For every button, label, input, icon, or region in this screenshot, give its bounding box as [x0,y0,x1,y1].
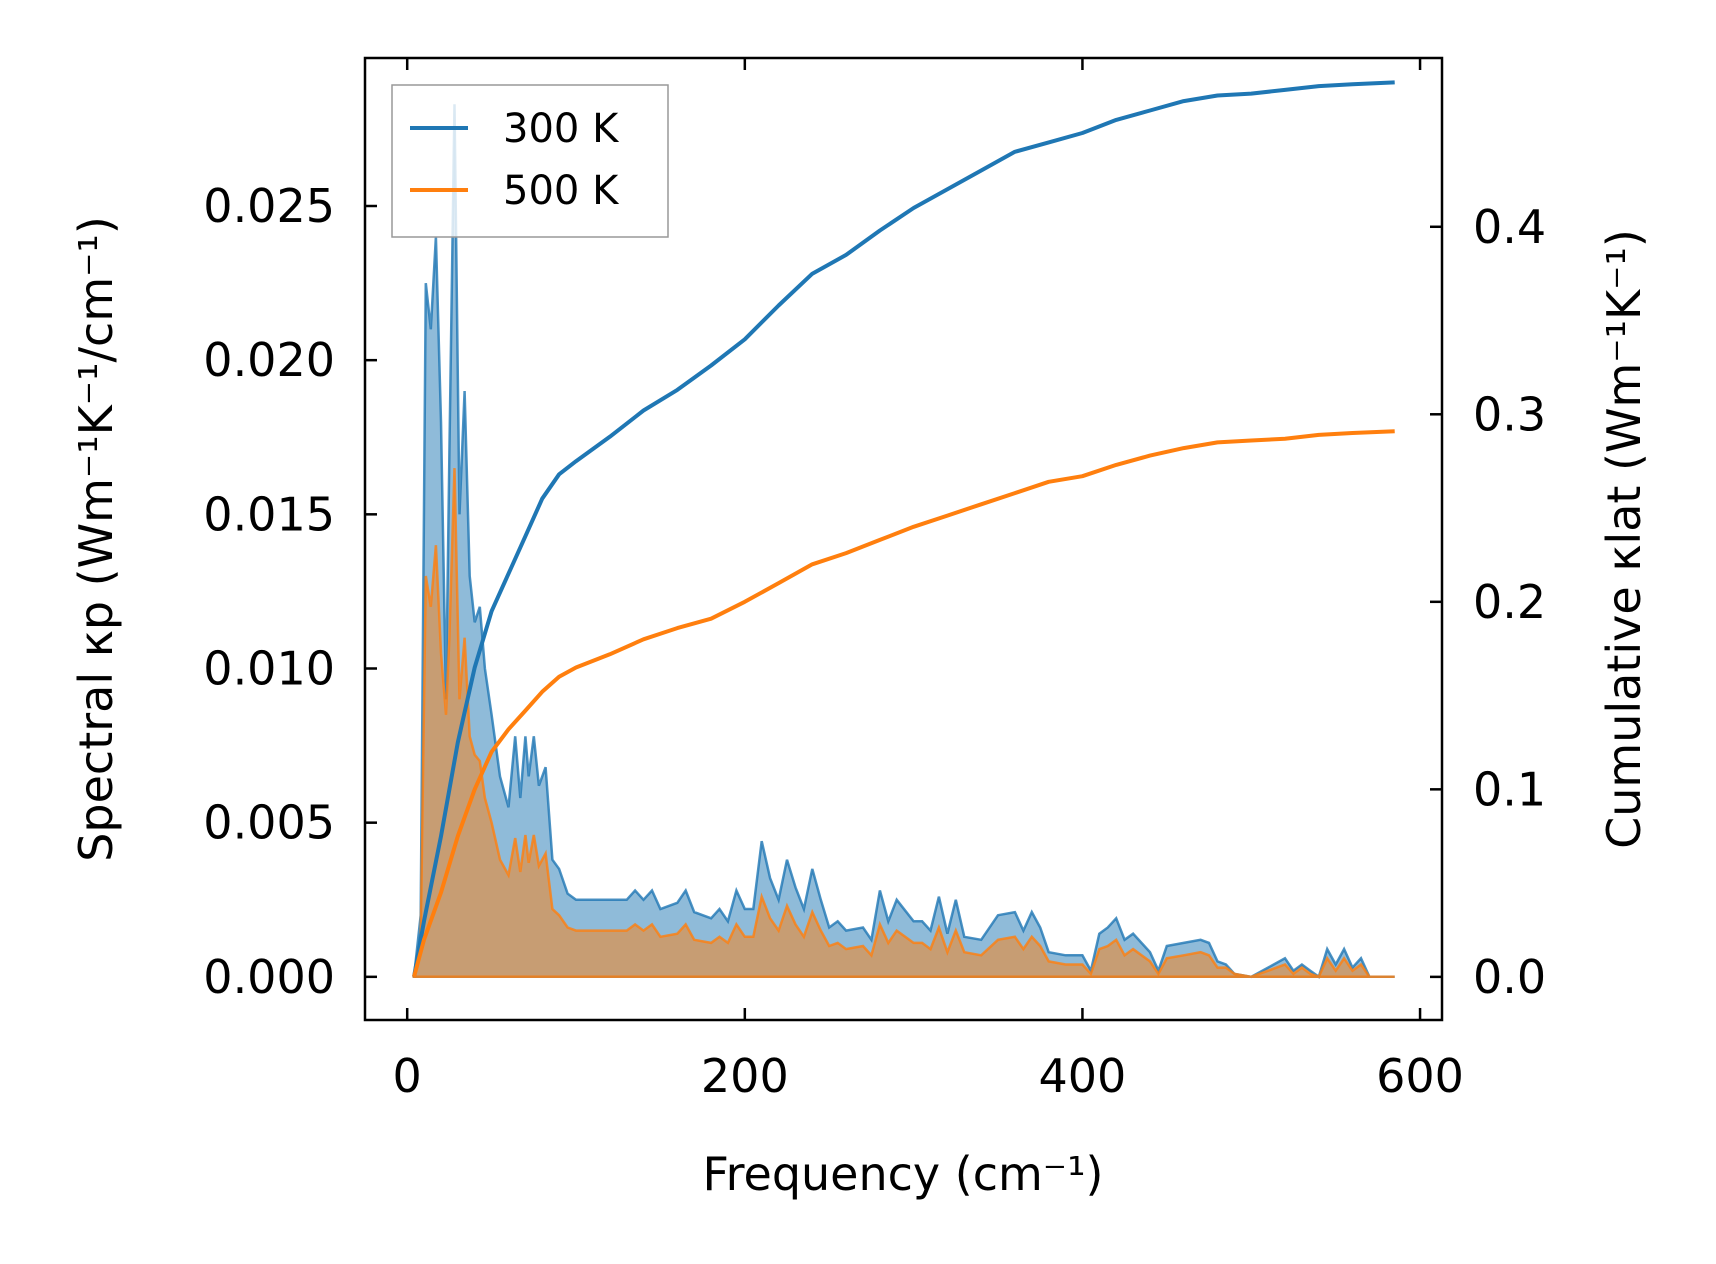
y-right-tick-label: 0.4 [1473,200,1546,254]
y-left-tick-label: 0.000 [203,950,335,1004]
x-tick-label: 600 [1376,1049,1464,1103]
legend: 300 K 500 K [391,84,669,238]
y-left-tick-label: 0.005 [203,796,335,850]
x-axis-title: Frequency (cm⁻¹) [703,1147,1104,1201]
spectral-fill-layer [412,104,1395,979]
y-right-tick-label: 0.3 [1473,387,1546,441]
cumulative-line-300k [412,80,1395,978]
y-left-tick-label: 0.010 [203,642,335,696]
y-right-tick-label: 0.0 [1473,950,1546,1004]
x-tick-label: 400 [1039,1049,1127,1103]
cumulative-line-500k [412,429,1395,978]
y-left-tick-label: 0.025 [203,179,335,233]
x-tick-label: 0 [393,1049,422,1103]
y-left-axis-title: Spectral κp (Wm⁻¹K⁻¹/cm⁻¹) [69,216,123,862]
spectral-area-500k [412,468,1395,979]
y-left-tick-label: 0.020 [203,333,335,387]
legend-label-500k: 500 K [503,168,620,214]
y-right-axis-title: Cumulative κlat (Wm⁻¹K⁻¹) [1597,229,1651,849]
x-tick-label: 200 [701,1049,789,1103]
y-right-tick-label: 0.1 [1473,762,1546,816]
legend-box [391,84,669,238]
legend-label-300k: 300 K [503,106,620,152]
tick-layer: 0 200 400 600 0.000 0.005 0.010 0.015 0.020 0.025… [203,58,1546,1103]
y-left-tick-label: 0.015 [203,487,335,541]
cumulative-line-layer [412,80,1395,978]
plot-frame [363,56,1444,1022]
y-right-tick-label: 0.2 [1473,575,1546,629]
